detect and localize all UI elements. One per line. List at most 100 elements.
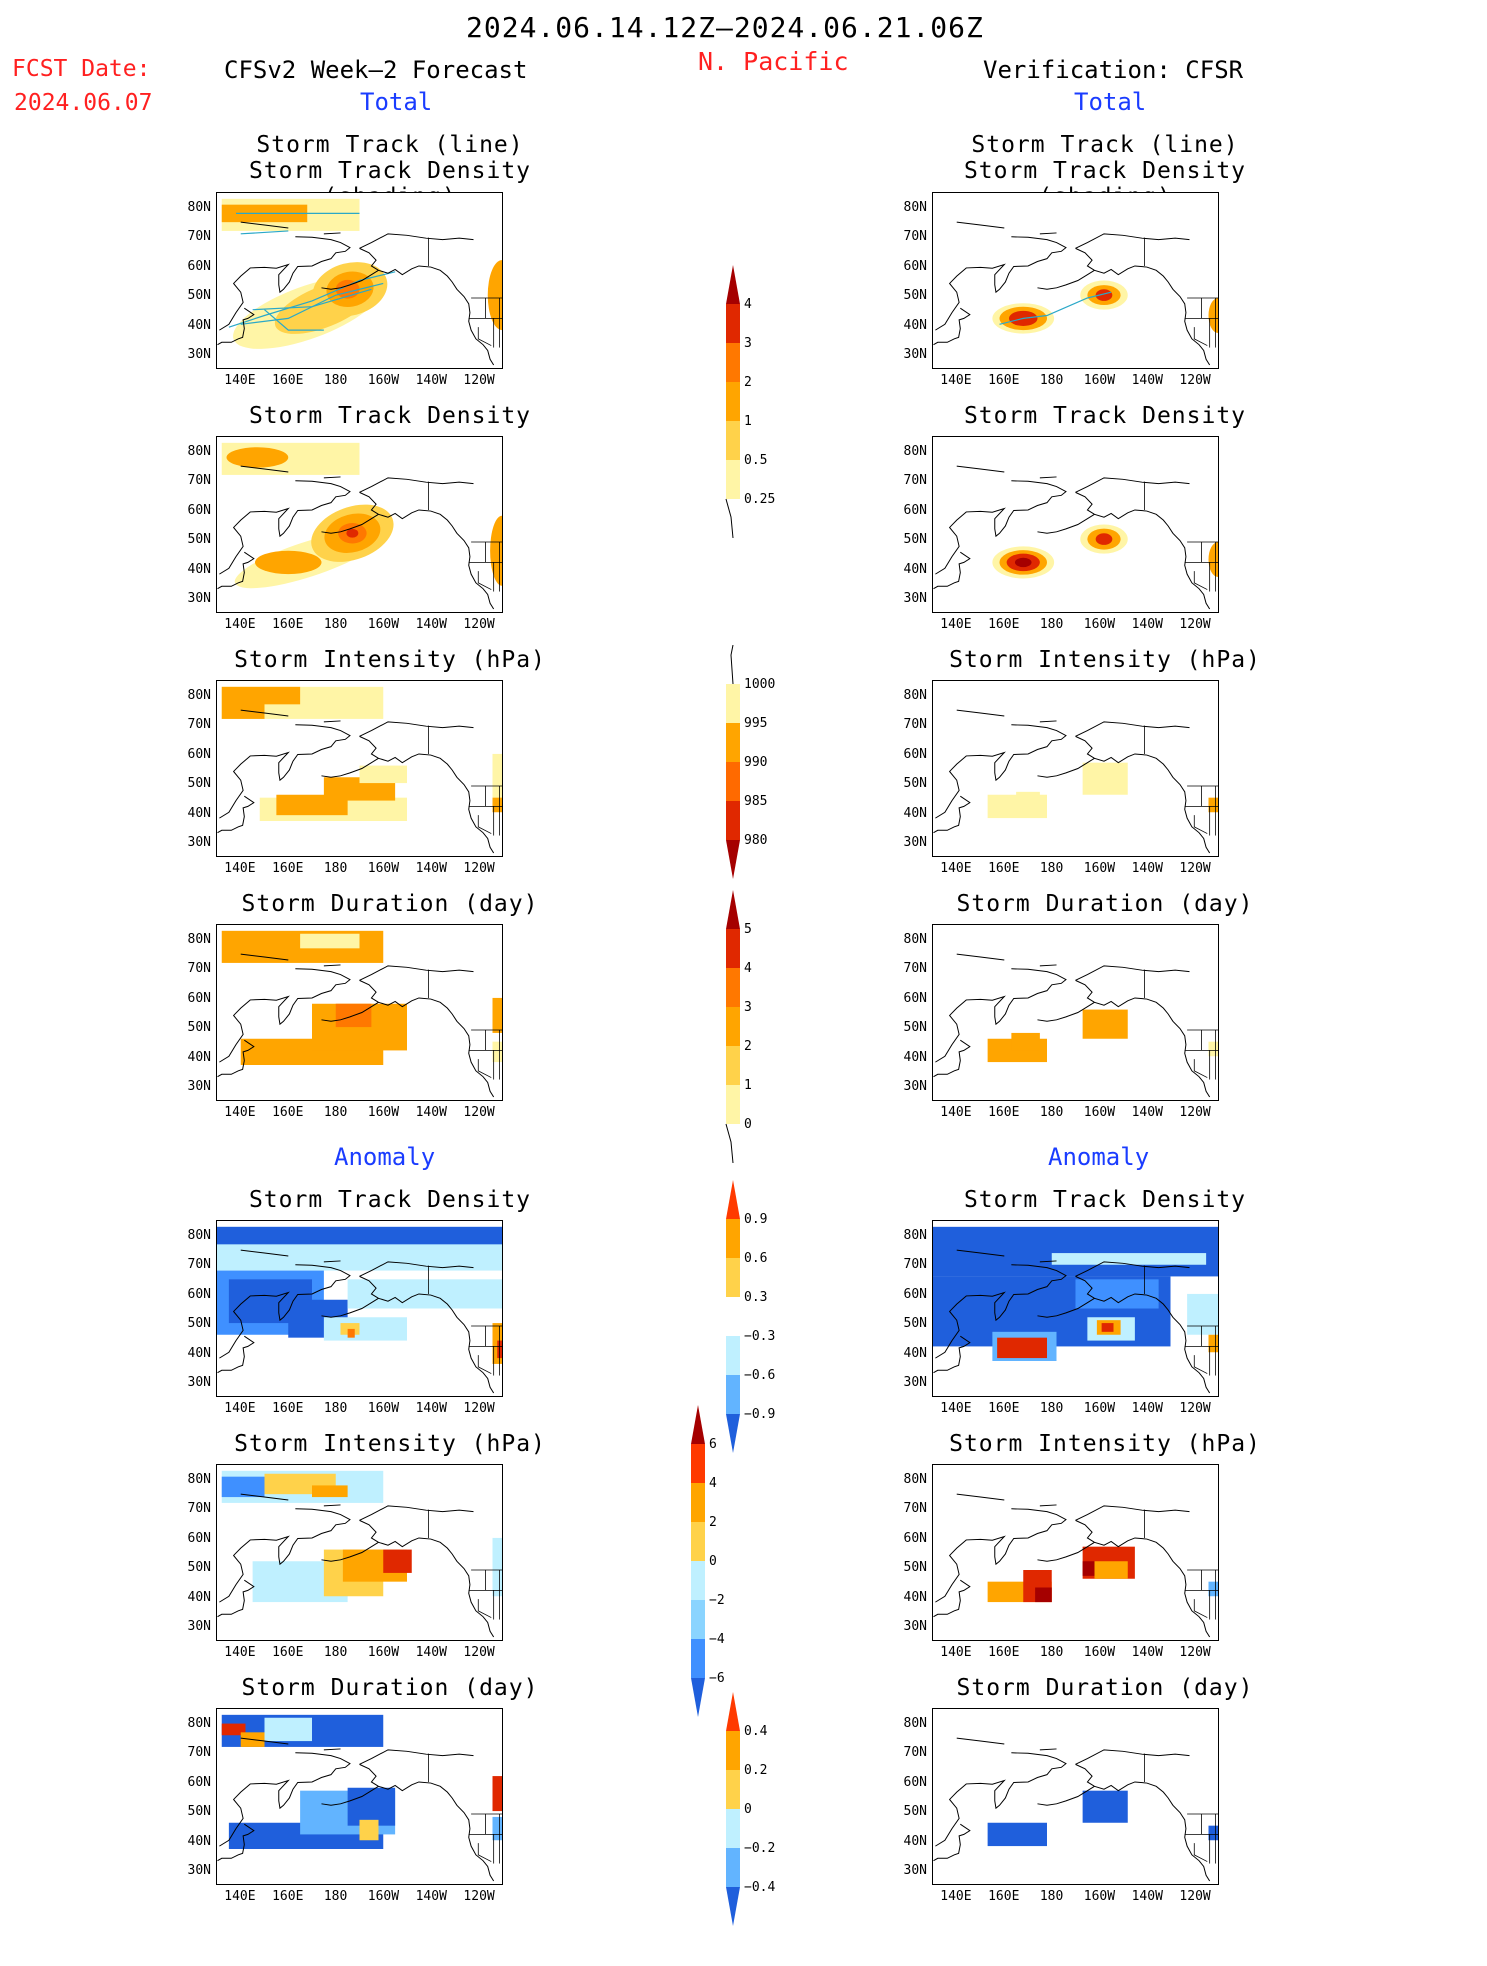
lon-label: 180 — [1039, 861, 1064, 876]
lat-label: 70N — [903, 1745, 927, 1761]
colorbar-label: 0.9 — [744, 1212, 768, 1227]
lon-label: 120W — [463, 373, 495, 388]
lat-label: 70N — [903, 717, 927, 733]
lon-label: 160E — [988, 1889, 1020, 1904]
lon-label: 180 — [323, 373, 348, 388]
vf-intensity-title: Storm Intensity (hPa) — [949, 647, 1261, 673]
colorbar-label: 0.2 — [744, 1763, 768, 1778]
lat-label: 80N — [187, 1715, 211, 1731]
lat-label: 40N — [187, 805, 211, 821]
colorbar-label: −0.2 — [744, 1841, 776, 1856]
lon-label: 140W — [1131, 861, 1163, 876]
lon-label: 160W — [1083, 1645, 1116, 1660]
colorbar-label: −0.4 — [744, 1880, 776, 1895]
lat-label: 50N — [187, 1020, 211, 1036]
forecast-anomaly-label: Anomaly — [334, 1143, 436, 1171]
lat-label: 30N — [187, 835, 211, 851]
lat-label: 70N — [903, 961, 927, 977]
lat-label: 50N — [187, 776, 211, 792]
lat-label: 80N — [187, 687, 211, 703]
lon-label: 160E — [988, 373, 1020, 388]
lat-label: 70N — [187, 717, 211, 733]
lat-label: 40N — [903, 317, 927, 333]
lon-label: 160E — [272, 1889, 304, 1904]
fc-anom-duration-map — [216, 1708, 503, 1885]
lat-label: 30N — [187, 1863, 211, 1879]
lat-label: 50N — [187, 1560, 211, 1576]
vf-anom-duration-map — [932, 1708, 1219, 1885]
lon-label: 120W — [1179, 617, 1211, 632]
lat-label: 30N — [903, 591, 927, 607]
lat-label: 50N — [903, 1560, 927, 1576]
vf-anom-intensity-map — [932, 1464, 1219, 1641]
lat-label: 80N — [903, 687, 927, 703]
vf-track-title-1: Storm Track (line) — [971, 132, 1239, 158]
vf-anom-density-map — [932, 1220, 1219, 1397]
lat-label: 60N — [187, 746, 211, 762]
lon-label: 120W — [1179, 1889, 1211, 1904]
lon-label: 160W — [1083, 861, 1116, 876]
lon-label: 120W — [463, 861, 495, 876]
lon-label: 140E — [224, 1889, 256, 1904]
lat-label: 60N — [903, 746, 927, 762]
lat-label: 40N — [903, 1833, 927, 1849]
fcst-date-value: 2024.06.07 — [14, 90, 153, 116]
lat-label: 50N — [903, 288, 927, 304]
lon-label: 160W — [1083, 1105, 1116, 1120]
lon-label: 160W — [1083, 617, 1116, 632]
lon-label: 140W — [415, 861, 447, 876]
lat-label: 50N — [187, 288, 211, 304]
lat-label: 30N — [903, 347, 927, 363]
lat-label: 40N — [187, 1049, 211, 1065]
lat-label: 50N — [187, 1316, 211, 1332]
lat-label: 80N — [187, 931, 211, 947]
lat-label: 30N — [187, 1375, 211, 1391]
lon-label: 140W — [415, 1105, 447, 1120]
colorbar-label: 1 — [744, 414, 752, 429]
lat-label: 70N — [903, 1501, 927, 1517]
lat-label: 50N — [903, 776, 927, 792]
colorbar-label: 6 — [709, 1437, 717, 1452]
fc-density-title: Storm Track Density — [248, 403, 532, 429]
lat-label: 70N — [187, 1501, 211, 1517]
lon-label: 160W — [367, 1105, 400, 1120]
lat-label: 60N — [903, 258, 927, 274]
vf-density-title: Storm Track Density — [963, 403, 1247, 429]
lat-label: 60N — [903, 502, 927, 518]
colorbar-label: −6 — [709, 1671, 725, 1686]
colorbar-label: −4 — [709, 1632, 725, 1647]
lat-label: 30N — [187, 591, 211, 607]
colorbar-label: 980 — [744, 833, 768, 848]
lat-label: 70N — [903, 229, 927, 245]
verification-anomaly-label: Anomaly — [1048, 1143, 1150, 1171]
lat-label: 40N — [903, 1589, 927, 1605]
lat-label: 50N — [903, 1804, 927, 1820]
lon-label: 140W — [1131, 1889, 1163, 1904]
colorbar-label: 5 — [744, 922, 752, 937]
lon-label: 160E — [272, 1401, 304, 1416]
lat-label: 40N — [187, 1589, 211, 1605]
region-label: N. Pacific — [698, 47, 849, 76]
lon-label: 140E — [224, 1401, 256, 1416]
lat-label: 80N — [903, 1471, 927, 1487]
vf-track-map — [932, 192, 1219, 369]
lat-label: 40N — [903, 1049, 927, 1065]
fc-intensity-map — [216, 680, 503, 857]
lon-label: 140E — [940, 1889, 972, 1904]
lat-label: 30N — [903, 1619, 927, 1635]
colorbar-label: 995 — [744, 716, 768, 731]
lon-label: 180 — [323, 1401, 348, 1416]
lon-label: 180 — [323, 1105, 348, 1120]
colorbar-label: 0.3 — [744, 1290, 768, 1305]
lat-label: 60N — [903, 1774, 927, 1790]
colorbar-label: 990 — [744, 755, 768, 770]
lat-label: 70N — [187, 1257, 211, 1273]
lon-label: 160W — [367, 1889, 400, 1904]
lon-label: 180 — [1039, 1401, 1064, 1416]
lon-label: 140W — [415, 1645, 447, 1660]
lat-label: 40N — [903, 1345, 927, 1361]
lat-label: 30N — [903, 1375, 927, 1391]
lon-label: 140E — [940, 373, 972, 388]
lat-label: 40N — [903, 805, 927, 821]
colorbar-label: −0.9 — [744, 1407, 776, 1422]
